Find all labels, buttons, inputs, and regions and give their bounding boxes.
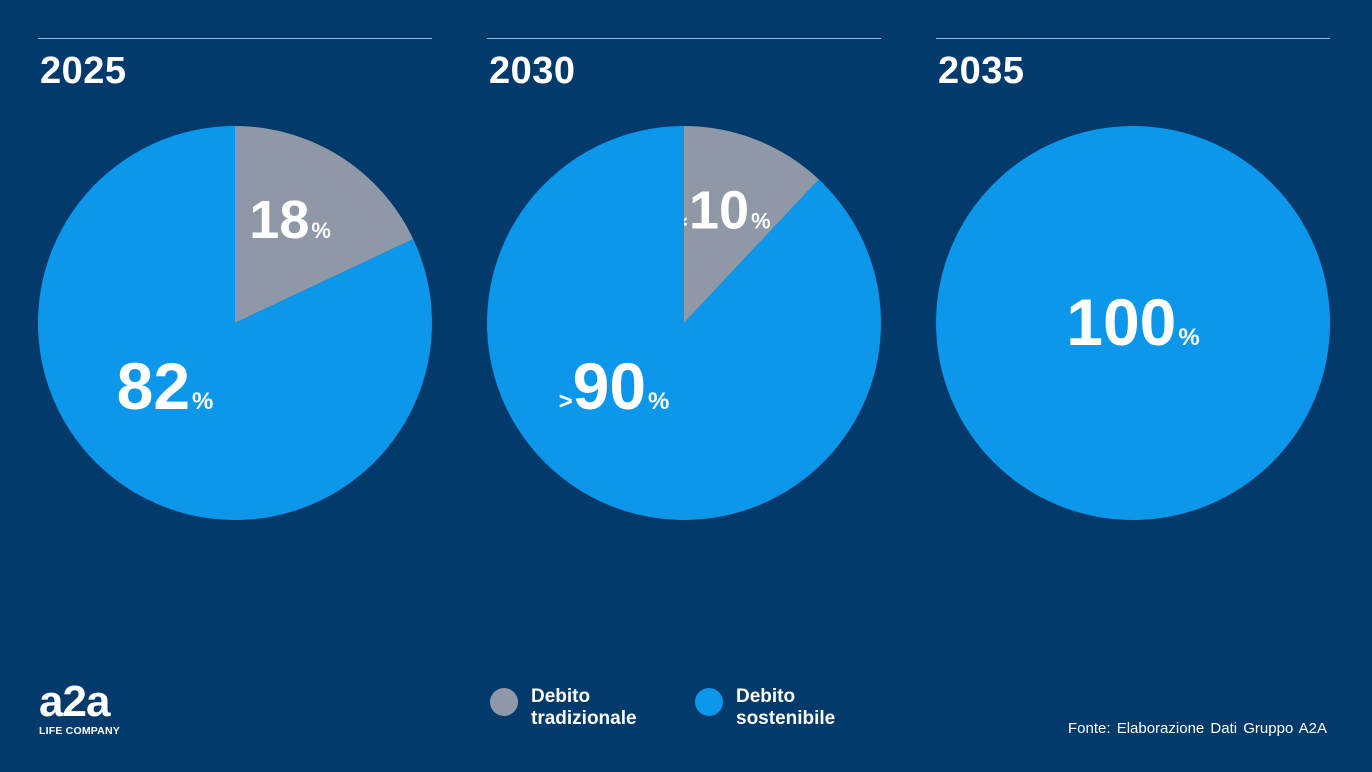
- pie-label-prefix: >: [559, 388, 573, 415]
- panel-divider: [487, 38, 881, 39]
- pie-label-unit: %: [192, 388, 213, 415]
- pie-slice-traditional: [235, 126, 414, 323]
- legend-label: Debito sostenibile: [736, 686, 866, 730]
- legend-item-sustainable: Debito sostenibile: [695, 686, 866, 730]
- legend-swatch-traditional: [490, 688, 518, 716]
- source-note: Fonte: Elaborazione Dati Gruppo A2A: [1068, 720, 1327, 737]
- chart-panel-2025: 2025 18% 82%: [37, 38, 432, 528]
- pie-slice-traditional: [684, 126, 819, 323]
- pie-label-unit: %: [751, 208, 771, 233]
- pie-chart: 18%82%: [37, 126, 432, 520]
- pie-slice-sustainable: [936, 126, 1330, 520]
- pie-slice-sustainable: [37, 126, 432, 520]
- chart-panel-2035: 2035 100%: [936, 38, 1330, 528]
- pie-chart: 100%: [936, 126, 1330, 520]
- legend-label: Debito tradizionale: [531, 686, 661, 730]
- logo-tagline: LIFE COMPANY: [39, 725, 120, 737]
- logo-mark: a2a: [39, 677, 110, 726]
- a2a-logo: a2a LIFE COMPANY: [39, 680, 149, 740]
- pie-data-label: >90%: [559, 349, 670, 423]
- legend-swatch-sustainable: [695, 688, 723, 716]
- pie-label-value: 10: [689, 180, 749, 240]
- pie-label-unit: %: [1178, 324, 1199, 351]
- legend-label-line2: tradizionale: [531, 708, 637, 729]
- legend-label-line2: sostenibile: [736, 708, 836, 729]
- legend-label-line1: Debito: [531, 686, 591, 707]
- pie-label-value: 82: [117, 349, 190, 423]
- pie-data-label: 18%: [249, 190, 331, 250]
- pie-slice-sustainable: [486, 126, 881, 520]
- legend-item-traditional: Debito tradizionale: [490, 686, 661, 730]
- chart-title: 2030: [489, 50, 576, 92]
- pie-label-value: 100: [1066, 285, 1176, 359]
- legend-label-line1: Debito: [736, 686, 796, 707]
- panel-divider: [936, 38, 1330, 39]
- pie-label-value: 90: [573, 349, 646, 423]
- chart-title: 2035: [938, 50, 1025, 92]
- pie-data-label: 100%: [1066, 285, 1199, 359]
- pie-label-unit: %: [311, 218, 331, 243]
- chart-title: 2025: [40, 50, 127, 92]
- panel-divider: [38, 38, 432, 39]
- pie-data-label: 82%: [117, 349, 214, 423]
- chart-panel-2030: 2030 ≃10%>90%: [486, 38, 881, 528]
- pie-chart: ≃10%>90%: [486, 126, 881, 520]
- chart-legend: Debito tradizionale Debito sostenibile: [490, 686, 866, 730]
- pie-label-unit: %: [648, 388, 669, 415]
- pie-label-value: 18: [249, 190, 309, 250]
